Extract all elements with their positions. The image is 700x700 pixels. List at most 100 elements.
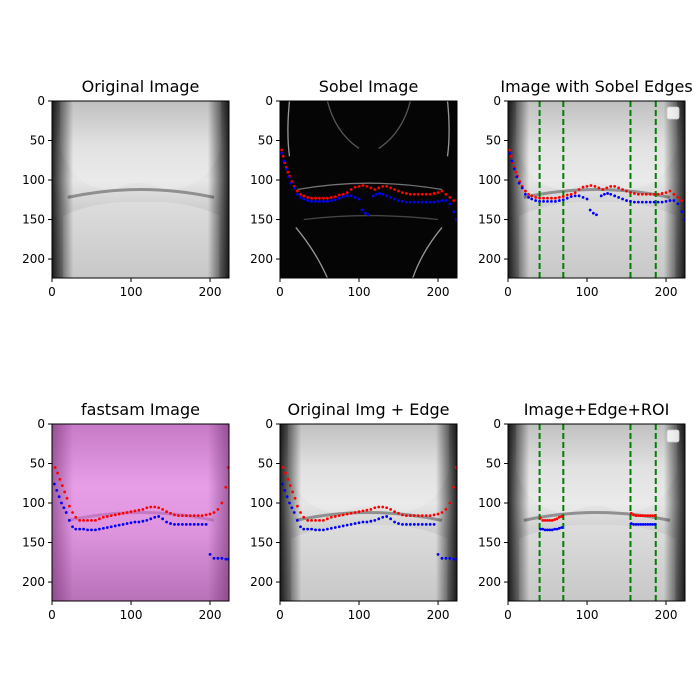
y-tick-label: 0 [493,417,501,431]
red-edge-point [337,193,341,197]
blue-edge-point [285,495,289,499]
red-edge-point [672,192,676,196]
red-edge-point [632,513,636,517]
blue-edge-point [101,526,105,530]
red-edge-point [613,184,617,188]
red-edge-point [527,192,530,196]
subplot-image [280,424,457,601]
blue-edge-point [306,199,310,202]
blue-edge-point [606,192,609,195]
red-edge-point [220,501,224,505]
blue-edge-point [629,522,633,525]
y-tick-label: 150 [22,536,45,550]
blue-edge-point [452,557,456,561]
subplot-4: 0 100 200 0 50 100 150 200 fastsam Image [22,400,230,622]
blue-edge-point [640,200,644,204]
blue-edge-point [284,167,288,171]
y-tick-label: 150 [250,536,273,550]
x-tick-label: 200 [427,285,450,299]
blue-edge-point [310,527,314,531]
red-edge-point [345,512,349,516]
blue-edge-point [546,199,549,203]
red-edge-point [440,189,444,193]
red-edge-point [676,196,680,199]
red-edge-point [177,514,180,518]
red-edge-point [629,191,632,195]
red-edge-point [314,519,317,522]
red-edge-point [550,196,553,200]
blue-edge-point [653,522,657,526]
red-edge-point [295,504,299,508]
blue-edge-point [517,181,521,185]
y-tick-label: 200 [250,575,273,589]
red-edge-point [565,193,569,197]
red-edge-point [125,511,129,514]
blue-edge-point [165,520,168,524]
blue-edge-point [595,213,598,217]
red-edge-point [365,184,369,188]
red-edge-point [306,519,310,522]
red-edge-point [416,514,420,518]
blue-edge-point [569,195,573,199]
x-tick-label: 200 [199,285,222,299]
red-edge-point [389,186,393,190]
blue-edge-point [408,522,412,526]
blue-edge-point [550,199,553,203]
blue-edge-point [633,200,636,204]
y-tick-label: 100 [250,496,273,510]
x-tick-label: 0 [504,285,512,299]
y-tick-label: 50 [486,457,501,471]
red-edge-point [169,511,172,515]
red-edge-point [636,514,640,518]
y-tick-label: 50 [258,134,273,148]
blue-edge-point [548,528,552,532]
red-edge-point [648,192,652,196]
red-edge-point [286,477,290,481]
red-edge-point [609,184,613,188]
blue-edge-point [428,522,432,526]
blue-edge-point [452,210,456,214]
subplot-1: 0 100 200 0 50 100 150 200 Original Image [22,77,230,299]
blue-edge-point [553,527,557,531]
blue-edge-point [71,525,74,529]
blue-edge-point [145,519,149,522]
red-edge-point [428,514,432,518]
red-edge-point [94,519,97,522]
x-tick-label: 100 [348,285,371,299]
blue-edge-point [530,197,534,201]
red-edge-point [133,509,137,513]
subplot-image [508,424,685,601]
blue-edge-point [292,511,296,514]
blue-edge-point [573,194,577,198]
y-tick-label: 0 [493,94,501,108]
subplot-title: Image+Edge+ROI [524,400,670,419]
red-edge-point [408,192,412,196]
y-tick-label: 0 [37,417,45,431]
red-edge-point [405,514,408,518]
red-edge-point [293,496,297,500]
blue-edge-point [196,522,200,526]
blue-edge-point [105,526,109,529]
y-tick-label: 100 [22,173,45,187]
blue-edge-point [648,200,652,204]
axes-frame [51,100,230,279]
subplot-title: Image with Sobel Edges [500,77,692,96]
red-edge-point [165,510,168,514]
blue-edge-point [389,196,393,199]
red-edge-point [329,515,333,519]
subplot-image [508,101,685,278]
blue-edge-point [55,488,59,492]
blue-edge-point [169,522,172,525]
red-edge-point [393,188,396,191]
y-tick-label: 200 [22,575,45,589]
blue-edge-point [78,527,82,531]
red-edge-point [71,511,74,514]
red-edge-point [541,519,545,522]
blue-edge-point [333,526,337,529]
legend-box [666,429,680,443]
red-edge-point [161,507,165,511]
y-tick-label: 100 [478,173,501,187]
blue-edge-point [184,522,188,526]
blue-edge-point [283,488,287,492]
axes-frame [507,100,686,279]
